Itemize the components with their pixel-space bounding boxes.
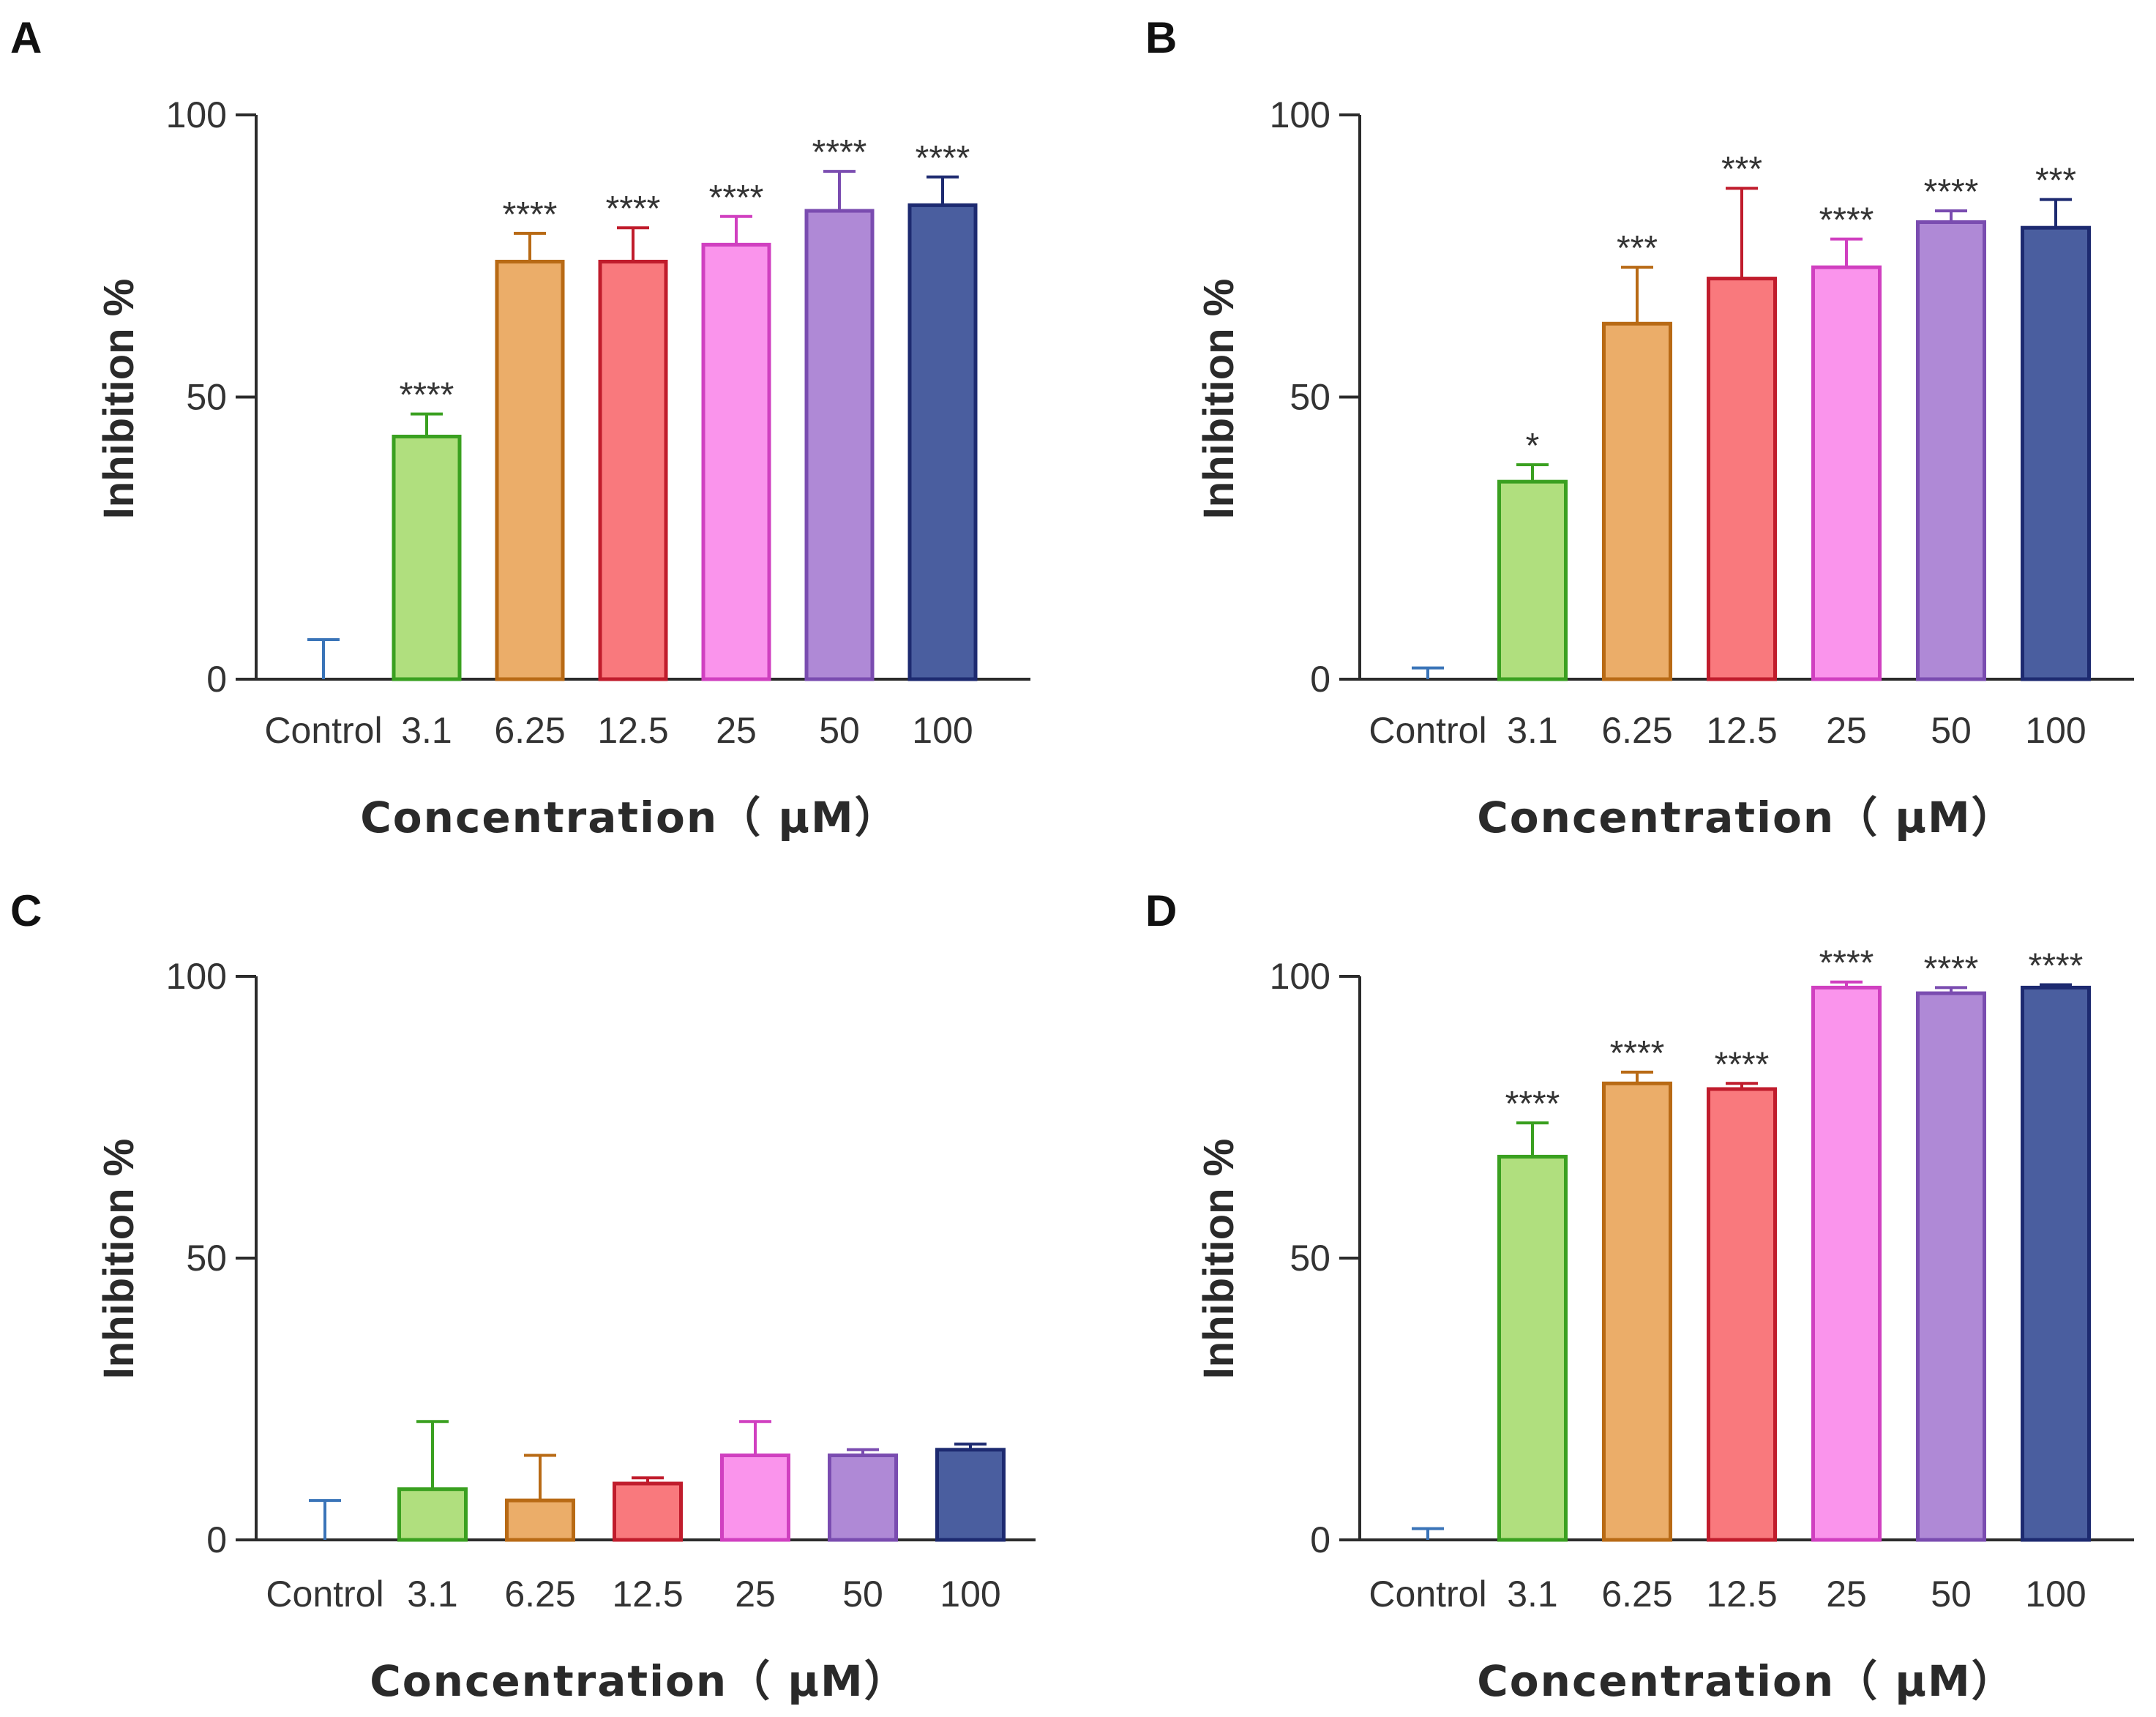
y-tick-label: 0 [1310, 659, 1330, 700]
bar-3.1 [1497, 1154, 1568, 1542]
panel-c: C 0 50 100 Inhibition % Concentration（ μM） Con… [10, 886, 1036, 1706]
x-tick-label: 100 [2025, 710, 2086, 751]
panel-b: B 0 50 100 Inhibition % Concentration（ μM） Con… [1145, 13, 2134, 842]
bar-100 [2021, 225, 2091, 681]
panel-letter-a: A [10, 13, 42, 62]
x-tick-label: 25 [735, 1574, 776, 1615]
x-axis-title: Concentration（ μM） [1477, 1656, 2015, 1706]
bar-25 [1811, 985, 1882, 1542]
significance-label: **** [606, 190, 661, 228]
bar-3.1 [1497, 479, 1568, 681]
bar-25 [720, 1454, 790, 1542]
y-tick-label: 50 [1290, 1238, 1330, 1279]
y-tick-label: 100 [1270, 956, 1330, 997]
x-tick-label: 6.25 [1601, 710, 1672, 751]
bar-100 [2021, 985, 2091, 1542]
y-tick-label: 50 [186, 1238, 227, 1279]
significance-label: **** [812, 133, 867, 172]
y-tick-label: 50 [186, 377, 227, 418]
y-tick-label: 50 [1290, 377, 1330, 418]
x-tick-label: 25 [1826, 710, 1867, 751]
bar-25 [1811, 265, 1882, 681]
significance-label: **** [709, 179, 764, 217]
bar-6.25 [1602, 1081, 1672, 1542]
y-tick-label: 0 [206, 1519, 227, 1560]
bar-50 [804, 209, 875, 681]
x-tick-label: 100 [912, 710, 973, 751]
significance-label: * [1526, 427, 1540, 465]
y-axis-title: Inhibition % [95, 279, 143, 520]
x-tick-label: 3.1 [401, 710, 452, 751]
x-tick-label: 6.25 [494, 710, 565, 751]
bar-50 [1916, 991, 1986, 1542]
x-tick-label: 50 [842, 1574, 883, 1615]
panel-letter-c: C [10, 886, 42, 935]
x-tick-label: 12.5 [1706, 1574, 1777, 1615]
significance-label: **** [2029, 947, 2084, 986]
bar-100 [907, 203, 978, 681]
y-tick-label: 100 [166, 94, 227, 135]
x-tick-label: 50 [1931, 710, 1972, 751]
x-tick-label: 12.5 [1706, 710, 1777, 751]
significance-label: *** [1617, 229, 1658, 268]
bar-6.25 [505, 1498, 575, 1542]
significance-label: **** [1610, 1034, 1665, 1073]
significance-label: *** [1721, 150, 1762, 189]
y-axis-title: Inhibition % [95, 1139, 143, 1380]
significance-label: **** [1819, 201, 1874, 240]
bar-12.5 [1707, 277, 1777, 681]
y-axis-title: Inhibition % [1195, 279, 1243, 520]
significance-label: **** [1924, 173, 1979, 212]
bar-6.25 [1602, 321, 1672, 681]
x-tick-label: 12.5 [612, 1574, 683, 1615]
bar-3.1 [397, 1487, 468, 1542]
x-tick-label: 100 [2025, 1574, 2086, 1615]
bar-12.5 [598, 259, 668, 681]
significance-label: **** [916, 139, 970, 178]
panel-letter-d: D [1145, 886, 1177, 935]
x-axis-title: Concentration（ μM） [370, 1656, 908, 1706]
x-tick-label: 50 [819, 710, 860, 751]
y-tick-label: 100 [1270, 94, 1330, 135]
bar-50 [828, 1454, 898, 1542]
significance-label: **** [503, 195, 558, 234]
panel-d: D 0 50 100 Inhibition % Concentration（ μM） Con… [1145, 886, 2134, 1706]
x-tick-label: 25 [716, 710, 757, 751]
bar-25 [701, 242, 771, 681]
panel-a: A 0 50 100 Inhibition % Concentration（ μM） Con… [10, 13, 1030, 842]
x-tick-label: 6.25 [1601, 1574, 1672, 1615]
x-tick-label: Control [1369, 710, 1486, 751]
significance-label: **** [1924, 949, 1979, 988]
x-tick-label: 3.1 [1507, 710, 1558, 751]
x-axis-title: Concentration（ μM） [1477, 793, 2015, 842]
y-tick-label: 0 [206, 659, 227, 700]
panel-letter-b: B [1145, 13, 1177, 62]
significance-label: **** [1819, 944, 1874, 983]
bar-12.5 [1707, 1087, 1777, 1542]
bar-3.1 [392, 434, 462, 681]
x-tick-label: 12.5 [597, 710, 668, 751]
x-tick-label: 25 [1826, 1574, 1867, 1615]
x-tick-label: 100 [940, 1574, 1000, 1615]
x-tick-label: Control [264, 710, 382, 751]
x-tick-label: Control [1369, 1574, 1486, 1615]
significance-label: **** [400, 376, 454, 415]
significance-label: **** [1715, 1045, 1770, 1084]
significance-label: *** [2035, 162, 2076, 201]
y-tick-label: 100 [166, 956, 227, 997]
y-tick-label: 0 [1310, 1519, 1330, 1560]
significance-label: **** [1505, 1085, 1560, 1123]
x-tick-label: 3.1 [407, 1574, 458, 1615]
bar-50 [1916, 220, 1986, 681]
bar-6.25 [495, 259, 565, 681]
y-axis-title: Inhibition % [1195, 1139, 1243, 1380]
bar-100 [935, 1448, 1006, 1542]
bar-12.5 [613, 1481, 683, 1542]
x-axis-title: Concentration（ μM） [360, 793, 899, 842]
x-tick-label: 3.1 [1507, 1574, 1558, 1615]
x-tick-label: Control [266, 1574, 383, 1615]
x-tick-label: 50 [1931, 1574, 1972, 1615]
x-tick-label: 6.25 [504, 1574, 575, 1615]
